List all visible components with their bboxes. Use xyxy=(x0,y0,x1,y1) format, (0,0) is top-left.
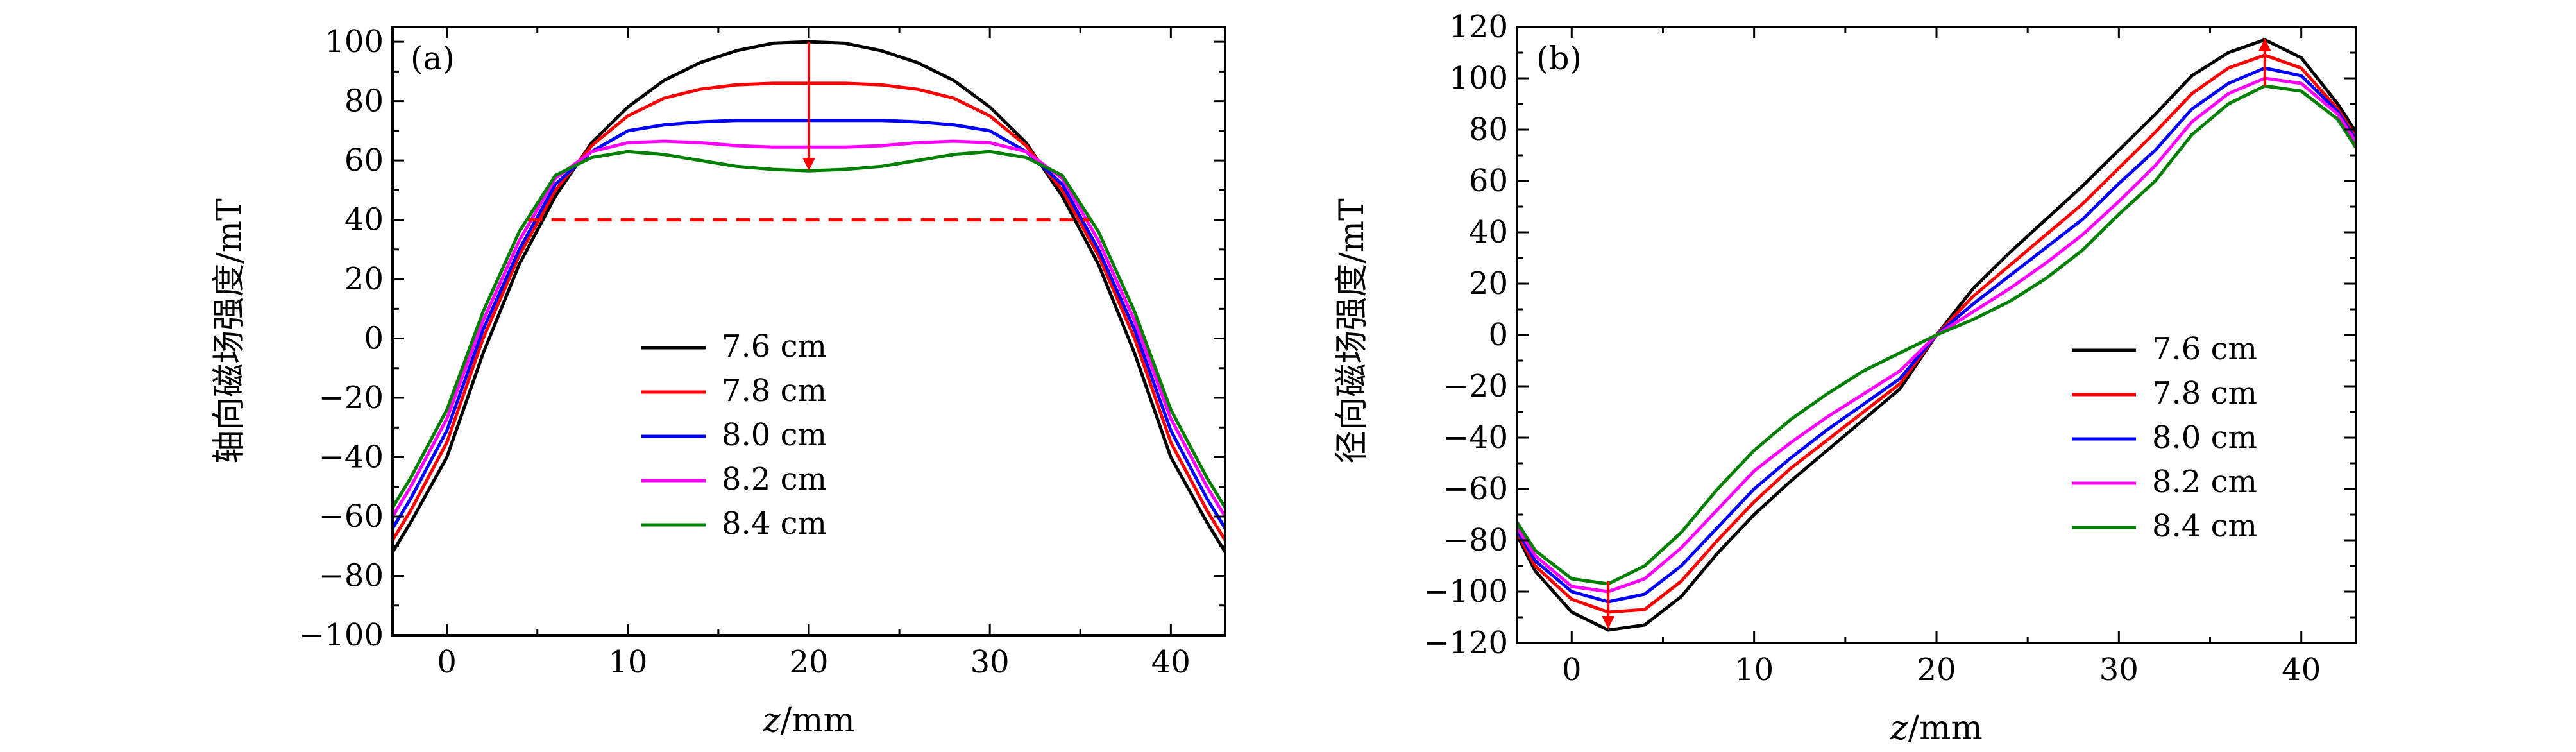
legend-label: 7.6 cm xyxy=(2152,331,2257,367)
legend-label: 7.8 cm xyxy=(2152,375,2257,411)
x-axis-variable: z xyxy=(1890,709,1908,748)
panel-b: 0 10 20 30 40 −120 −100 −80 −60 −40 −20 0 20 40 60 80 10… xyxy=(1333,9,2358,748)
legend-label: 8.0 cm xyxy=(722,417,827,453)
y-tick-label: 120 xyxy=(1449,9,1508,45)
legend-label: 8.4 cm xyxy=(2152,508,2257,544)
y-tick-label: −100 xyxy=(1423,574,1508,610)
y-tick-label: −20 xyxy=(319,380,384,416)
y-tick-label: −80 xyxy=(319,558,384,594)
panel-label: (a) xyxy=(411,40,455,77)
x-tick-label: 20 xyxy=(789,644,828,680)
legend-label: 7.6 cm xyxy=(722,329,827,364)
x-tick-label: 30 xyxy=(2099,652,2139,688)
series-line-7-6-cm xyxy=(391,40,1227,553)
panel-a: 0 10 20 30 40 −100 −80 −60 −40 −20 0 20 40 60 80 100 z/m… xyxy=(210,24,1227,740)
x-axis-unit: /mm xyxy=(781,701,855,740)
x-axis-label: z/mm xyxy=(762,701,855,740)
x-axis-unit: /mm xyxy=(1908,709,1983,748)
y-axis-label: 轴向磁场强度/mT xyxy=(210,198,249,464)
y-tick-label: 20 xyxy=(344,261,384,297)
y-tick-label: −120 xyxy=(1423,625,1508,661)
y-tick-label: 40 xyxy=(1469,214,1508,250)
legend-label: 8.2 cm xyxy=(722,461,827,497)
legend-label: 8.0 cm xyxy=(2152,420,2257,456)
x-tick-label: 0 xyxy=(1562,652,1582,688)
y-tick-label: 60 xyxy=(344,142,384,178)
y-tick-label: −100 xyxy=(299,617,384,653)
y-tick-label: 20 xyxy=(1469,266,1508,302)
x-axis-label: z/mm xyxy=(1890,709,1983,748)
legend-label: 8.4 cm xyxy=(722,506,827,542)
y-tick-label: 0 xyxy=(364,321,384,357)
y-tick-label: 100 xyxy=(1449,60,1508,96)
y-tick-label: −40 xyxy=(1443,420,1508,456)
y-tick-label: −60 xyxy=(1443,471,1508,507)
x-tick-label: 20 xyxy=(1917,652,1956,688)
y-tick-label: −60 xyxy=(319,499,384,534)
x-axis-variable: z xyxy=(762,701,781,740)
y-tick-label: −80 xyxy=(1443,522,1508,558)
y-axis-label: 径向磁场强度/mT xyxy=(1333,198,1371,464)
legend-label: 8.2 cm xyxy=(2152,464,2257,500)
panel-label: (b) xyxy=(1536,40,1582,77)
x-tick-label: 40 xyxy=(1151,644,1191,680)
y-tick-label: 0 xyxy=(1488,317,1508,353)
y-tick-label: 80 xyxy=(1469,112,1508,148)
x-tick-label: 30 xyxy=(970,644,1010,680)
x-tick-label: 10 xyxy=(1734,652,1774,688)
y-tick-label: 100 xyxy=(325,24,384,60)
y-tick-label: −20 xyxy=(1443,368,1508,404)
x-tick-label: 0 xyxy=(437,644,457,680)
series-line-8-4-cm xyxy=(391,150,1227,509)
series-line-8-4-cm xyxy=(1515,84,2358,586)
x-tick-label: 10 xyxy=(608,644,647,680)
x-tick-label: 40 xyxy=(2282,652,2321,688)
y-tick-label: 40 xyxy=(344,202,384,238)
legend-label: 7.8 cm xyxy=(722,373,827,409)
y-tick-label: 80 xyxy=(344,83,384,119)
y-tick-label: −40 xyxy=(319,440,384,475)
y-tick-label: 60 xyxy=(1469,163,1508,199)
